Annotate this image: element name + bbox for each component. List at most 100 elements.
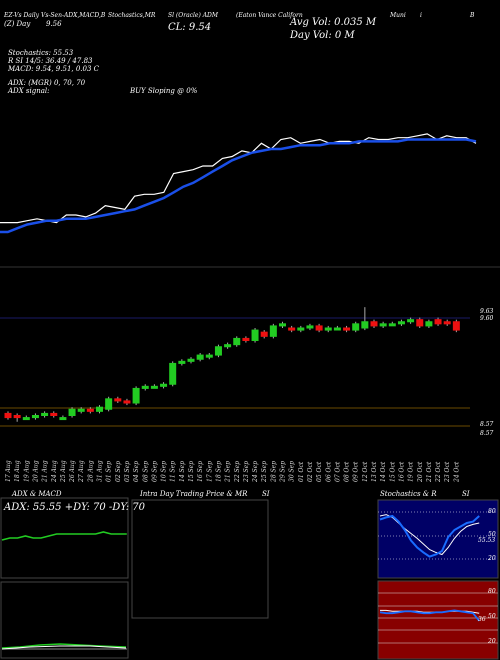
date-label: 24 Sep — [252, 461, 259, 483]
candle-body — [4, 412, 12, 419]
date-label: 06 Oct — [325, 461, 332, 482]
candle-body — [150, 385, 158, 389]
date-label: 17 Sep — [206, 461, 213, 482]
stoch-current-value: 55.53 — [478, 537, 496, 544]
candle-body — [132, 387, 140, 404]
candle-body — [50, 412, 58, 416]
candle-body — [297, 327, 305, 331]
candle-body — [224, 344, 232, 348]
candle-body — [41, 412, 49, 416]
date-label: 21 Oct — [426, 461, 433, 483]
candle-body — [306, 325, 314, 329]
candle-body — [379, 323, 387, 327]
macd-panel — [0, 581, 129, 659]
date-label: 20 Aug — [32, 460, 39, 483]
candle-body — [105, 398, 113, 410]
date-label: 31 Aug — [97, 460, 104, 482]
date-label: 28 Sep — [270, 461, 277, 483]
date-label: 18 Sep — [215, 461, 222, 482]
date-label: 22 Oct — [435, 461, 442, 483]
header-title-part3: Sl (Oracle) ADM — [168, 12, 219, 19]
day-volume: Day Vol: 0 M — [290, 30, 355, 41]
date-label: 22 Sep — [234, 461, 241, 483]
chart-header-line1: EZ-Vs Daily Vs-Sen-ADX,MACD,B — [4, 12, 105, 19]
candle-body — [452, 321, 460, 331]
date-label: 12 Oct — [362, 461, 369, 482]
date-label: 24 Oct — [453, 461, 460, 483]
macd-line — [1, 643, 127, 649]
date-label: 09 Sep — [151, 461, 158, 482]
candle-body — [288, 327, 296, 331]
stoch-signal-line — [379, 514, 480, 556]
candle-body — [269, 325, 277, 337]
date-label: 05 Oct — [316, 461, 323, 482]
rsi-axis-80: 80 — [488, 588, 496, 595]
date-label: 07 Oct — [334, 461, 341, 482]
date-label: 20 Oct — [417, 461, 424, 483]
candle-body — [86, 408, 94, 412]
rsi-readout: R SI 14/5: 36.49 / 47.83 — [8, 57, 93, 65]
candle-body — [397, 321, 405, 325]
close-price-line — [0, 133, 477, 224]
candle-body — [251, 329, 259, 342]
date-label: 01 Sep — [106, 461, 113, 482]
candle-body — [333, 327, 341, 331]
date-label: 26 Aug — [69, 460, 76, 483]
stoch-readout: Stochastics: 55.53 — [8, 49, 74, 57]
candle-body — [233, 337, 241, 346]
candle-body — [279, 323, 286, 327]
date-label: 18 Aug — [14, 460, 21, 482]
price-label-top2: 9.60 — [480, 315, 494, 322]
date-label: 08 Oct — [344, 461, 351, 482]
header-title-part5: Muni — [390, 12, 406, 19]
rsi-line — [379, 609, 480, 622]
date-label: 04 Sep — [133, 461, 140, 482]
date-label: 19 Oct — [408, 461, 415, 482]
price-label-low: 8.57 — [480, 421, 494, 428]
candle-body — [123, 400, 131, 404]
header-day-value: 9.56 — [46, 20, 62, 28]
candle-body — [187, 358, 195, 362]
date-label: 25 Aug — [60, 460, 67, 483]
date-label: 23 Oct — [444, 461, 451, 483]
candle-body — [160, 383, 168, 387]
date-label: 08 Sep — [142, 461, 149, 482]
candle-body — [443, 321, 451, 325]
date-label: 16 Oct — [398, 461, 405, 482]
candle-body — [169, 362, 177, 385]
date-label: 30 Sep — [289, 461, 296, 482]
candle-body — [315, 325, 323, 331]
candle-body — [407, 319, 415, 323]
candle-body — [242, 337, 250, 341]
stoch-axis-80: 80 — [488, 508, 496, 515]
date-label: 25 Sep — [261, 461, 268, 483]
candle-body — [77, 408, 85, 412]
header-day-label: (Z) Day — [4, 20, 31, 28]
rsi-axis-20: 20 — [488, 638, 496, 645]
date-label: 17 Aug — [5, 460, 12, 482]
buy-readout: BUY Sloping @ 0% — [130, 87, 198, 95]
macd-readout: MACD: 9.54, 9.51, 0.03 C — [8, 65, 100, 73]
date-label: 16 Sep — [197, 461, 204, 482]
candle-body — [31, 415, 39, 419]
candle-body — [141, 385, 149, 389]
candle-body — [96, 406, 103, 412]
candle-body — [388, 323, 396, 327]
date-label: 03 Sep — [124, 461, 131, 482]
candle-body — [416, 319, 424, 327]
candle-body — [114, 398, 122, 402]
mr-panel-title: Intra Day Trading Price & MR — [140, 490, 248, 498]
date-label: 02 Sep — [115, 461, 122, 482]
adx-panel — [0, 497, 129, 579]
header-title-part6: i — [420, 12, 422, 19]
macd-signal-line — [1, 645, 127, 650]
candle-body — [260, 331, 268, 337]
header-title-part4: (Eaton Vance Californ — [236, 12, 303, 19]
date-label: 14 Oct — [380, 461, 387, 482]
date-label: 09 Oct — [353, 461, 360, 482]
adx-line — [1, 531, 127, 541]
date-label: 28 Aug — [87, 460, 94, 483]
candle-body — [434, 319, 442, 325]
candle-body — [425, 321, 433, 327]
